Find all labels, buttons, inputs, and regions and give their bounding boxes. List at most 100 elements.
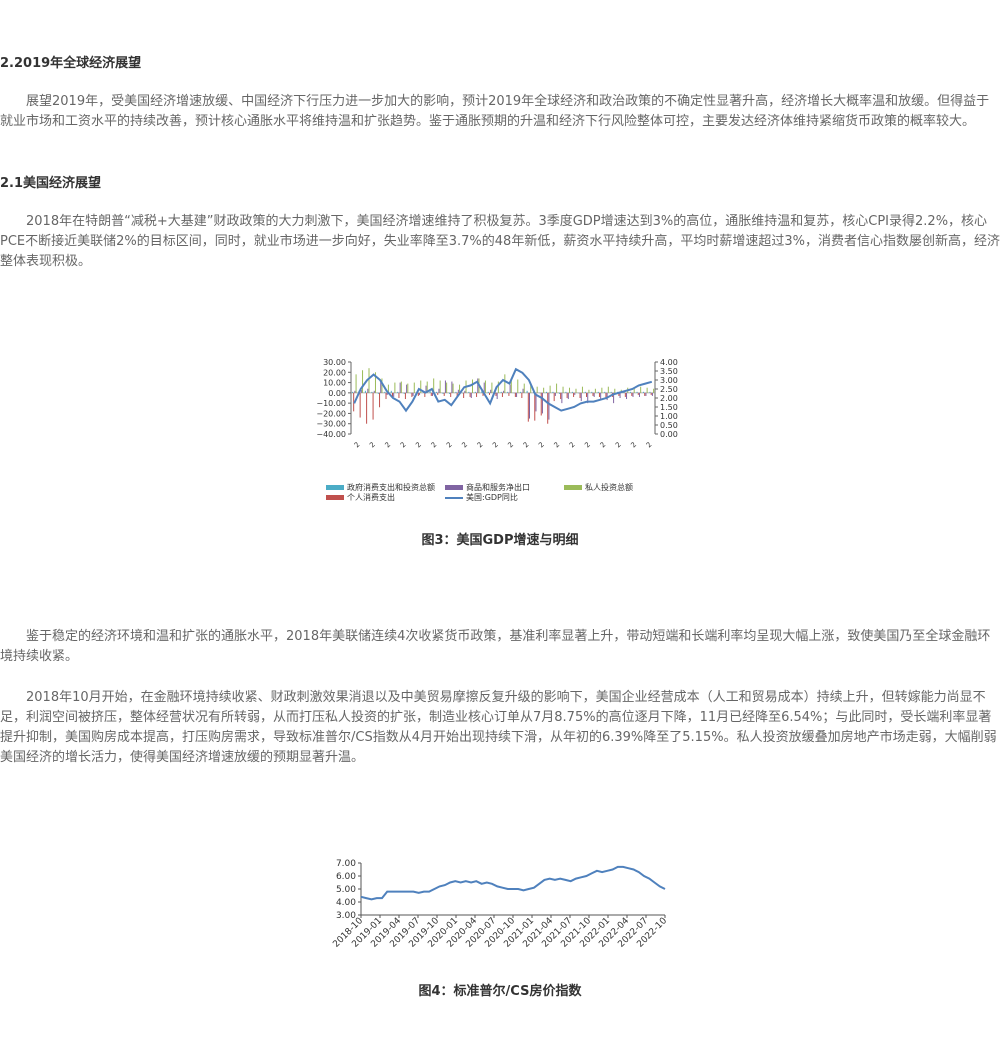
section-heading-us-outlook: 2.1美国经济展望 xyxy=(0,172,101,191)
bar-mark xyxy=(581,393,582,401)
bar-mark xyxy=(565,392,566,393)
bar-mark xyxy=(556,384,557,393)
bar-mark xyxy=(604,392,605,393)
bar-mark xyxy=(455,392,456,393)
left-axis-tick-label: 10.00 xyxy=(323,379,346,388)
paragraph-2019-outlook: 展望2019年，受美国经济增速放缓、中国经济下行压力进一步加大的影响，预计201… xyxy=(0,92,1000,132)
legend-label: 政府消费支出和投资总额 xyxy=(347,482,435,492)
bar-mark xyxy=(643,392,644,393)
bar-mark xyxy=(472,379,473,392)
bar-mark xyxy=(470,393,471,397)
right-axis-tick-label: 1.50 xyxy=(660,403,678,412)
figure-case-shiller-chart: 7.00 6.00 5.00 4.00 3.00 2018-10 2019-01 2019-0… xyxy=(0,850,1000,965)
bar-mark xyxy=(464,391,465,393)
bar-mark xyxy=(644,393,645,396)
bar-mark xyxy=(501,392,502,393)
bar-mark xyxy=(404,393,405,394)
bar-mark xyxy=(394,383,395,393)
bar-mark xyxy=(542,393,543,414)
bar-mark xyxy=(371,392,372,393)
bar-mark xyxy=(498,382,499,393)
bar-mark xyxy=(495,393,496,396)
bar-mark xyxy=(608,387,609,393)
bar-mark xyxy=(524,384,525,393)
x-axis-tick-label: 2 xyxy=(537,441,546,450)
bar-mark xyxy=(651,393,652,395)
bar-mark xyxy=(419,393,420,395)
paragraph-investment-slowdown: 2018年10月开始，在金融环境持续收紧、财政刺激效果消退以及中美贸易摩擦反复升… xyxy=(0,688,1000,768)
x-axis-tick-label: 2 xyxy=(568,441,577,450)
bar-mark xyxy=(446,383,447,393)
figure-4-caption: 图4：标准普尔/CS房价指数 xyxy=(0,980,1000,999)
x-axis-tick-label: 2 xyxy=(506,441,515,450)
bar-mark xyxy=(639,393,640,397)
bar-mark xyxy=(453,384,454,393)
bar-mark xyxy=(552,392,553,393)
bar-mark xyxy=(573,393,574,397)
case-shiller-line xyxy=(361,867,665,900)
bar-mark xyxy=(462,393,463,394)
bar-mark xyxy=(574,393,575,395)
bar-mark xyxy=(547,393,548,424)
bar-mark xyxy=(418,393,419,396)
bar-mark xyxy=(560,393,561,399)
bar-mark xyxy=(504,374,505,393)
x-axis-tick-label: 2 xyxy=(368,441,377,450)
bar-mark xyxy=(374,391,375,393)
legend-label: 个人消费支出 xyxy=(347,492,395,502)
bar-mark xyxy=(630,392,631,393)
left-axis-tick-label: 0.00 xyxy=(328,389,346,398)
bar-mark xyxy=(354,391,355,393)
bar-mark xyxy=(369,368,370,393)
bar-mark xyxy=(471,393,472,398)
paragraph-fed-tightening: 鉴于稳定的经济环境和温和扩张的通胀水平，2018年美联储连续4次收紧货币政策，基… xyxy=(0,627,1000,667)
bar-mark xyxy=(625,393,626,397)
bar-mark xyxy=(620,393,621,398)
bar-mark xyxy=(397,392,398,393)
bar-mark xyxy=(516,393,517,397)
legend-swatch xyxy=(326,485,344,490)
bar-mark xyxy=(527,391,528,393)
section-heading-2019-outlook: 2.2019年全球经济展望 xyxy=(0,52,141,71)
bar-mark xyxy=(555,393,556,396)
bar-mark xyxy=(401,382,402,393)
bar-mark xyxy=(507,392,508,393)
legend-swatch xyxy=(564,485,582,490)
bar-mark xyxy=(384,392,385,393)
bar-mark xyxy=(599,393,600,397)
gdp-yoy-line xyxy=(354,369,652,410)
paragraph-us-outlook: 2018年在特朗普“减税+大基建”财政政策的大力刺激下，美国经济增速维持了积极复… xyxy=(0,212,1000,272)
bar-mark xyxy=(449,393,450,394)
bar-mark xyxy=(450,393,451,397)
bar-mark xyxy=(601,388,602,393)
bar-mark xyxy=(405,393,406,399)
bar-mark xyxy=(523,389,524,393)
right-axis-tick-label: 2.50 xyxy=(660,385,678,394)
left-axis-tick-label: 20.00 xyxy=(323,368,346,377)
y-axis-tick-label: 7.00 xyxy=(336,859,356,869)
x-axis-tick-label: 2 xyxy=(583,441,592,450)
left-axis-tick-label: −20.00 xyxy=(316,409,346,418)
bar-mark xyxy=(508,393,509,396)
bar-mark xyxy=(529,393,530,419)
bar-mark xyxy=(521,393,522,398)
bar-mark xyxy=(631,393,632,396)
x-axis-tick-label: 2 xyxy=(553,441,562,450)
bar-mark xyxy=(393,393,394,397)
bar-mark xyxy=(488,392,489,393)
bar-mark xyxy=(540,393,541,394)
bar-mark xyxy=(475,392,476,393)
bar-mark xyxy=(537,387,538,393)
bar-mark xyxy=(378,393,379,394)
x-axis-tick-label: 2 xyxy=(430,441,439,450)
bar-mark xyxy=(510,385,511,393)
right-axis-tick-label: 2.00 xyxy=(660,394,678,403)
bar-mark xyxy=(614,389,615,393)
bar-mark xyxy=(440,381,441,393)
bar-mark xyxy=(528,393,529,422)
bar-mark xyxy=(489,393,490,395)
right-axis-tick-label: 0.00 xyxy=(660,430,678,439)
legend-swatch xyxy=(445,485,463,490)
x-axis-tick-label: 2 xyxy=(629,441,638,450)
bar-mark xyxy=(586,393,587,397)
